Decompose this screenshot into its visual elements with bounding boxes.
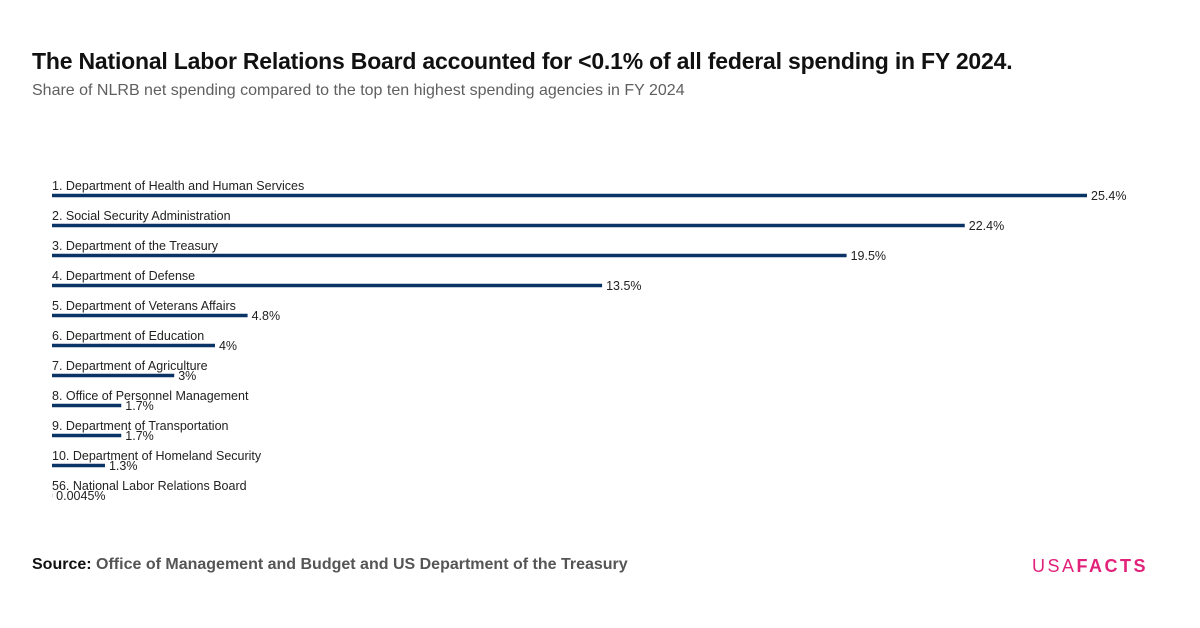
chart-title: The National Labor Relations Board accou…: [32, 48, 1013, 74]
bar: [52, 283, 603, 288]
bar: [52, 373, 175, 378]
value-label: 22.4%: [969, 219, 1004, 233]
category-label: 6. Department of Education: [52, 329, 204, 343]
bar: [52, 463, 105, 468]
source-label: Source:: [32, 556, 92, 573]
value-label: 1.7%: [125, 399, 154, 413]
bar: [52, 313, 248, 318]
chart-subtitle: Share of NLRB net spending compared to t…: [32, 82, 685, 99]
category-label: 5. Department of Veterans Affairs: [52, 299, 236, 313]
value-label: 4%: [219, 339, 237, 353]
value-label: 4.8%: [252, 309, 281, 323]
bar: [52, 343, 215, 348]
value-label: 13.5%: [606, 279, 641, 293]
logo-facts: FACTS: [1076, 556, 1148, 576]
category-label: 1. Department of Health and Human Servic…: [52, 179, 304, 193]
source-note: Source: Office of Management and Budget …: [32, 556, 628, 574]
value-label: 0.0045%: [56, 489, 105, 503]
bar: [52, 403, 122, 408]
value-label: 25.4%: [1091, 189, 1126, 203]
category-label: 56. National Labor Relations Board: [52, 479, 247, 493]
category-label: 2. Social Security Administration: [52, 209, 231, 223]
bar: [52, 253, 847, 258]
category-label: 10. Department of Homeland Security: [52, 449, 262, 463]
bar: [52, 223, 965, 228]
category-label: 9. Department of Transportation: [52, 419, 229, 433]
category-label: 3. Department of the Treasury: [52, 239, 219, 253]
category-label: 8. Office of Personnel Management: [52, 389, 249, 403]
usafacts-logo: USAFACTS: [1032, 556, 1148, 577]
value-label: 1.7%: [125, 429, 154, 443]
value-label: 3%: [178, 369, 196, 383]
source-text: Office of Management and Budget and US D…: [96, 556, 628, 573]
category-label: 7. Department of Agriculture: [52, 359, 208, 373]
bar: [52, 193, 1087, 198]
category-label: 4. Department of Defense: [52, 269, 195, 283]
value-label: 1.3%: [109, 459, 138, 473]
bar: [52, 433, 122, 438]
value-label: 19.5%: [851, 249, 886, 263]
logo-usa: USA: [1031, 556, 1077, 576]
